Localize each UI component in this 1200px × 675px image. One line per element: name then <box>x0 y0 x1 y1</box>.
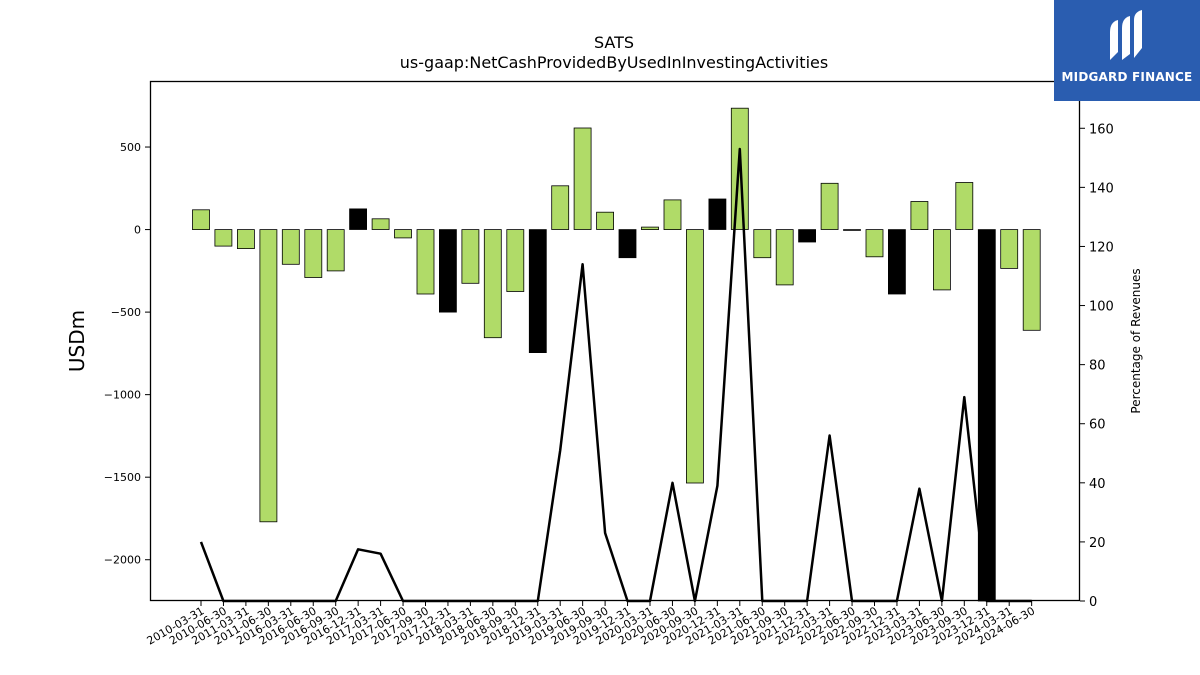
bar <box>394 229 412 239</box>
y-tick-label: −2000 <box>104 554 141 567</box>
line-series <box>199 147 1032 603</box>
y-tick-label: −1000 <box>104 389 141 402</box>
bar <box>596 211 614 230</box>
y2-tick-label: 80 <box>1089 359 1106 374</box>
y2-tick-label: 160 <box>1089 122 1114 137</box>
y-tick-label: −1500 <box>104 471 141 484</box>
y-tick-label: 500 <box>120 141 141 154</box>
bar <box>528 229 547 354</box>
bar <box>551 185 570 230</box>
bar <box>416 229 435 295</box>
y2-tick-label: 100 <box>1089 300 1114 315</box>
bar <box>1000 229 1019 269</box>
bar <box>708 198 727 230</box>
bar <box>506 229 525 292</box>
bar <box>820 182 839 230</box>
bar <box>753 229 772 259</box>
bar <box>865 229 884 258</box>
y2-tick-label: 120 <box>1089 240 1114 255</box>
y2-axis-label: Percentage of Revenues <box>1129 268 1143 413</box>
bar <box>461 229 480 284</box>
brand-logo: MIDGARD FINANCE <box>1054 0 1200 101</box>
bar <box>798 229 816 243</box>
bar <box>641 226 659 231</box>
bar <box>236 229 255 250</box>
bar <box>281 229 300 265</box>
bar <box>1022 229 1041 331</box>
bar <box>304 229 323 278</box>
bar <box>933 229 951 291</box>
y2-tick-label: 60 <box>1089 418 1106 433</box>
y-tick-label: −500 <box>111 306 141 319</box>
bar <box>349 208 368 230</box>
bar <box>573 127 592 230</box>
brand-logo-text: MIDGARD FINANCE <box>1061 70 1193 84</box>
y-tick-label: 0 <box>134 224 141 237</box>
bar <box>888 229 906 295</box>
bar <box>259 229 278 523</box>
bar <box>843 229 861 231</box>
y2-tick-label: 20 <box>1089 536 1106 551</box>
y2-tick-label: 140 <box>1089 181 1114 196</box>
bar <box>438 229 457 313</box>
bar <box>910 201 929 231</box>
bar <box>663 199 682 230</box>
y-axis-ticks: 500 0 −500 −1000 −1500 −2000 <box>104 141 150 567</box>
y-axis-label: USDm <box>65 310 89 372</box>
chart-subtitle: us-gaap:NetCashProvidedByUsedInInvesting… <box>400 53 828 72</box>
midgard-logo-icon <box>1110 10 1142 60</box>
chart-title: SATS <box>594 33 634 52</box>
bar <box>371 218 390 230</box>
bar <box>326 229 345 272</box>
bars-group <box>192 107 1041 602</box>
bar <box>618 229 637 259</box>
bar <box>483 229 502 339</box>
bar <box>955 182 974 230</box>
bar <box>192 209 210 231</box>
y2-tick-label: 0 <box>1089 595 1097 610</box>
x-axis-ticks: 2010-03-312010-06-302011-03-312011-06-30… <box>145 601 1037 648</box>
y2-axis-ticks: 0 20 40 60 80 100 120 140 160 <box>1080 122 1114 610</box>
line-group <box>199 147 1032 603</box>
bar <box>775 229 794 286</box>
bar <box>214 229 233 247</box>
plot-frame <box>149 80 1081 602</box>
bar <box>686 229 704 484</box>
y2-tick-label: 40 <box>1089 477 1106 492</box>
